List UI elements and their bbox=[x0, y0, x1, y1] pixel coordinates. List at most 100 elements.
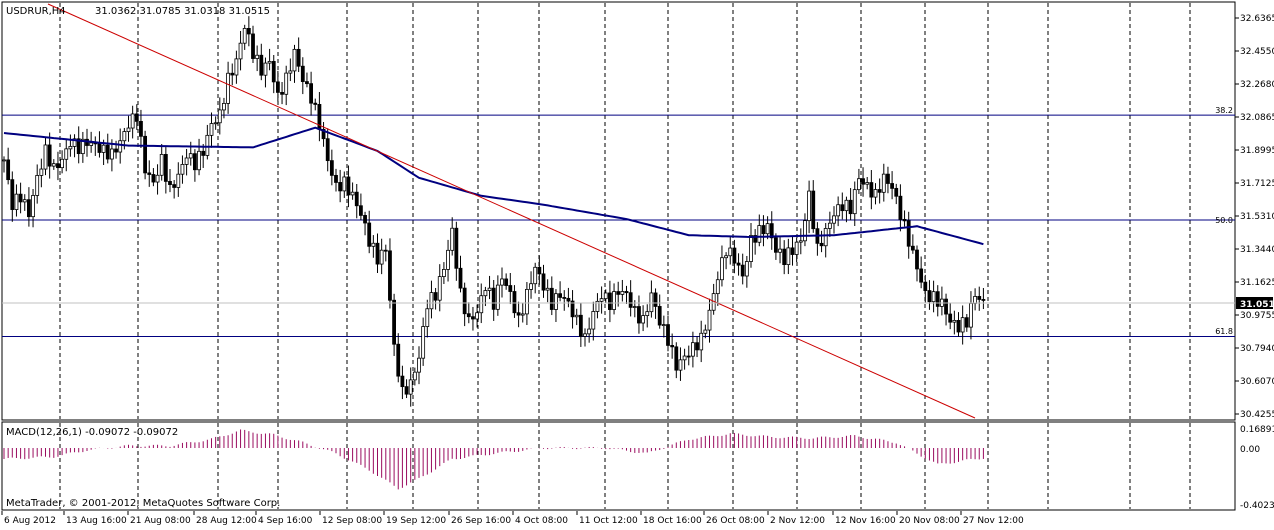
candle-body bbox=[649, 292, 654, 313]
candle-body bbox=[520, 313, 525, 316]
candle-body bbox=[724, 255, 728, 259]
candle-body bbox=[840, 204, 845, 212]
candle-body bbox=[197, 150, 201, 171]
candle-body bbox=[454, 227, 459, 269]
candle-body bbox=[661, 324, 666, 326]
candle-body bbox=[446, 249, 450, 270]
candle-body bbox=[309, 83, 314, 104]
candle-body bbox=[192, 153, 197, 171]
candle-body bbox=[26, 199, 31, 218]
candle-body bbox=[47, 144, 52, 167]
candle-body bbox=[765, 223, 770, 235]
price-label: 32.2680 bbox=[1240, 80, 1274, 90]
time-axis[interactable]: 6 Aug 2012 13 Aug 16:00 21 Aug 08:00 28 Aug… bbox=[1, 511, 1024, 526]
candle-body bbox=[105, 144, 110, 160]
candle-body bbox=[774, 237, 778, 253]
candle-body bbox=[952, 319, 957, 323]
candle-body bbox=[844, 199, 849, 212]
candle-body bbox=[653, 292, 658, 307]
candle-body bbox=[213, 122, 218, 125]
candle-body bbox=[695, 342, 699, 351]
candle-body bbox=[155, 174, 160, 183]
candle-body bbox=[574, 314, 579, 318]
candle-body bbox=[807, 190, 811, 222]
candle-body bbox=[429, 292, 434, 310]
candle-body bbox=[101, 144, 106, 153]
macd-label: MACD(12,26,1) -0.09072 -0.09072 bbox=[6, 427, 178, 438]
candle-body bbox=[296, 48, 301, 67]
candle-body bbox=[657, 306, 662, 326]
macd-level-bottom: -0.40234 bbox=[1240, 501, 1274, 511]
candle-body bbox=[10, 179, 15, 210]
price-label: 31.8995 bbox=[1240, 146, 1274, 156]
candle-body bbox=[168, 181, 172, 185]
candle-body bbox=[595, 300, 600, 312]
candle-body bbox=[554, 293, 558, 310]
candle-body bbox=[948, 313, 953, 323]
candle-body bbox=[441, 268, 446, 277]
candle-body bbox=[898, 195, 903, 220]
candle-body bbox=[836, 204, 841, 217]
ohlc-label: 31.0362 31.0785 31.0318 31.0515 bbox=[95, 6, 270, 17]
candle-body bbox=[379, 249, 384, 265]
candle-body bbox=[778, 248, 782, 253]
candle-body bbox=[537, 266, 542, 275]
candle-body bbox=[43, 144, 48, 170]
candle-body bbox=[267, 61, 272, 64]
time-label: 26 Sep 16:00 bbox=[451, 516, 511, 526]
macd-level-zero: 0.00 bbox=[1240, 445, 1260, 455]
candle-body bbox=[786, 247, 791, 265]
candle-body bbox=[263, 62, 268, 76]
candle-body bbox=[251, 33, 255, 59]
candle-body bbox=[495, 284, 500, 310]
candle-body bbox=[437, 276, 442, 301]
copyright-label: MetaTrader, © 2001-2012, MetaQuotes Soft… bbox=[6, 498, 280, 509]
candle-body bbox=[358, 205, 363, 216]
candle-body bbox=[479, 295, 484, 314]
candle-body bbox=[2, 159, 6, 162]
candle-body bbox=[881, 173, 886, 193]
candle-body bbox=[819, 242, 824, 247]
candle-body bbox=[620, 291, 625, 295]
time-label: 19 Sep 12:00 bbox=[386, 516, 446, 526]
candle-body bbox=[790, 247, 795, 255]
candle-body bbox=[321, 128, 326, 140]
candle-body bbox=[566, 297, 571, 302]
trendline[interactable] bbox=[47, 3, 976, 419]
candle-body bbox=[483, 290, 488, 297]
candle-body bbox=[894, 187, 899, 197]
candle-body bbox=[803, 220, 807, 242]
candle-body bbox=[354, 191, 359, 207]
current-price-label: 31.0515 bbox=[1240, 300, 1274, 310]
candle-body bbox=[338, 182, 343, 192]
candle-body bbox=[736, 262, 741, 266]
candle-body bbox=[143, 135, 148, 174]
candle-body bbox=[782, 248, 787, 265]
price-scale[interactable]: 32.6365 32.4550 32.2680 32.0865 31.8995 31.71… bbox=[1235, 14, 1274, 420]
candle-body bbox=[404, 386, 409, 395]
candle-body bbox=[549, 287, 554, 310]
fib-label-618: 61.8 bbox=[1215, 327, 1233, 336]
candle-body bbox=[371, 242, 376, 247]
candle-body bbox=[670, 345, 675, 348]
candle-body bbox=[180, 164, 185, 175]
candle-body bbox=[35, 175, 40, 196]
candle-body bbox=[176, 173, 181, 188]
candle-body bbox=[591, 311, 596, 330]
candle-body bbox=[487, 287, 492, 291]
candle-body bbox=[184, 157, 189, 165]
time-label: 4 Sep 16:00 bbox=[258, 516, 313, 526]
candle-body bbox=[421, 326, 426, 359]
candle-body bbox=[97, 143, 102, 153]
candle-body bbox=[151, 174, 156, 183]
candle-body bbox=[877, 189, 882, 193]
candle-body bbox=[769, 223, 774, 239]
candle-body bbox=[645, 311, 650, 317]
candle-body bbox=[541, 273, 546, 291]
candle-body bbox=[927, 290, 932, 303]
candle-body bbox=[450, 227, 455, 251]
candles bbox=[2, 16, 986, 407]
candle-body bbox=[230, 72, 235, 76]
